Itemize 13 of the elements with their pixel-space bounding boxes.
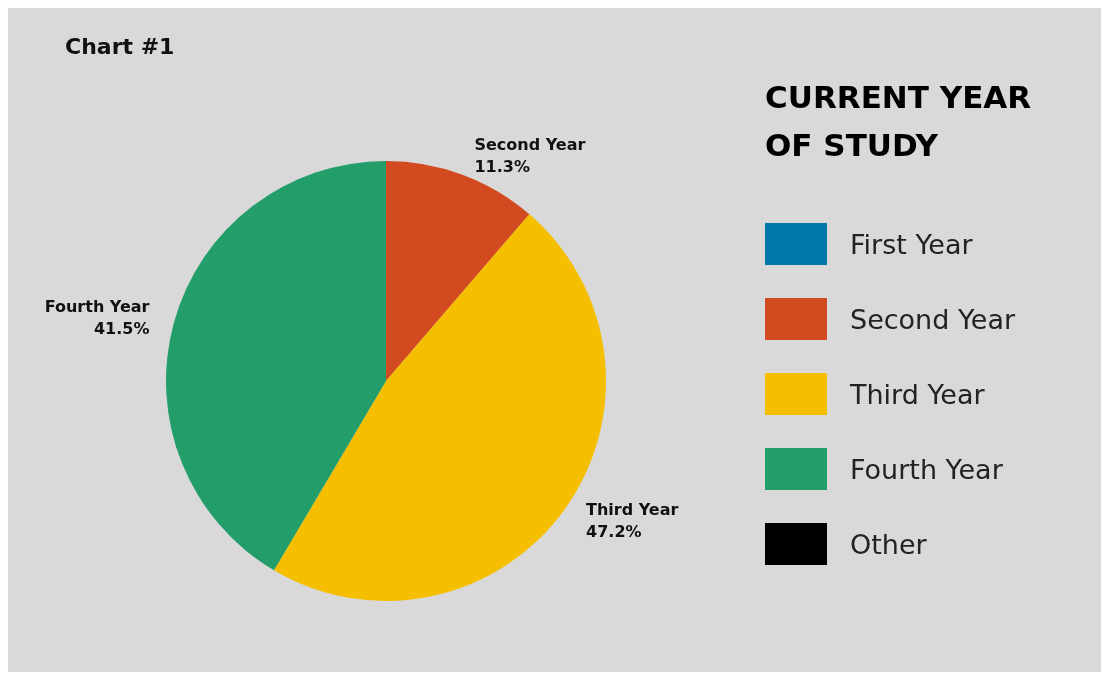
slice-label: Third Year <box>586 500 679 520</box>
legend-label: First Year <box>850 228 974 260</box>
chart-title: Chart #1 <box>65 33 175 59</box>
data-label: 11.3% <box>474 157 530 177</box>
legend-label: Second Year <box>850 303 1017 335</box>
slice-label: Fourth Year <box>44 297 150 317</box>
legend-label: Fourth Year <box>850 453 1004 485</box>
legend-label: Third Year <box>849 378 986 410</box>
legend-label: Other <box>850 528 928 560</box>
data-label: 47.2% <box>586 522 642 542</box>
slice-label: Second Year <box>474 135 586 155</box>
data-label: 41.5% <box>93 319 150 339</box>
legend-title: CURRENT YEAR OF STUDY <box>765 79 1032 163</box>
